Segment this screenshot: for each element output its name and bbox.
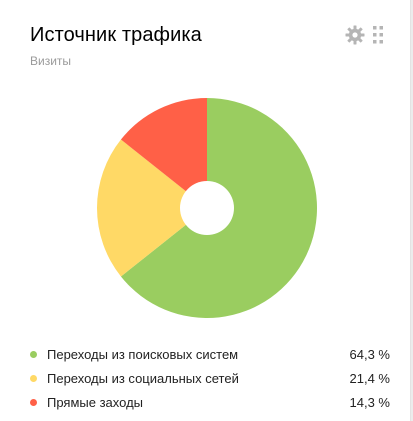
legend-percent: 64,3 % (349, 346, 390, 362)
legend-label: Прямые заходы (47, 394, 144, 410)
legend-percent: 14,3 % (349, 394, 390, 410)
legend-dot-icon (30, 398, 37, 406)
widget-subtitle: Визиты (30, 54, 72, 68)
legend-label: Переходы из социальных сетей (47, 370, 239, 386)
pie-center-hole (180, 181, 234, 235)
legend-item[interactable]: Переходы из поисковых систем 64,3 % (30, 342, 390, 366)
legend-dot-icon (30, 374, 37, 382)
legend-item[interactable]: Прямые заходы 14,3 % (30, 390, 390, 414)
pie-slice-2[interactable] (97, 139, 207, 277)
drag-handle-icon[interactable] (373, 26, 383, 44)
traffic-pie-chart (97, 98, 317, 318)
legend-dot-icon (30, 350, 37, 358)
widget-title: Источник трафика (30, 24, 202, 46)
pie-slice-3[interactable] (120, 98, 207, 208)
legend-item[interactable]: Переходы из социальных сетей 21,4 % (30, 366, 390, 390)
chart-legend: Переходы из поисковых систем 64,3 % Перехо… (30, 342, 390, 414)
legend-label: Переходы из поисковых систем (47, 346, 239, 362)
legend-percent: 21,4 % (349, 370, 390, 386)
gear-icon[interactable] (345, 25, 365, 45)
